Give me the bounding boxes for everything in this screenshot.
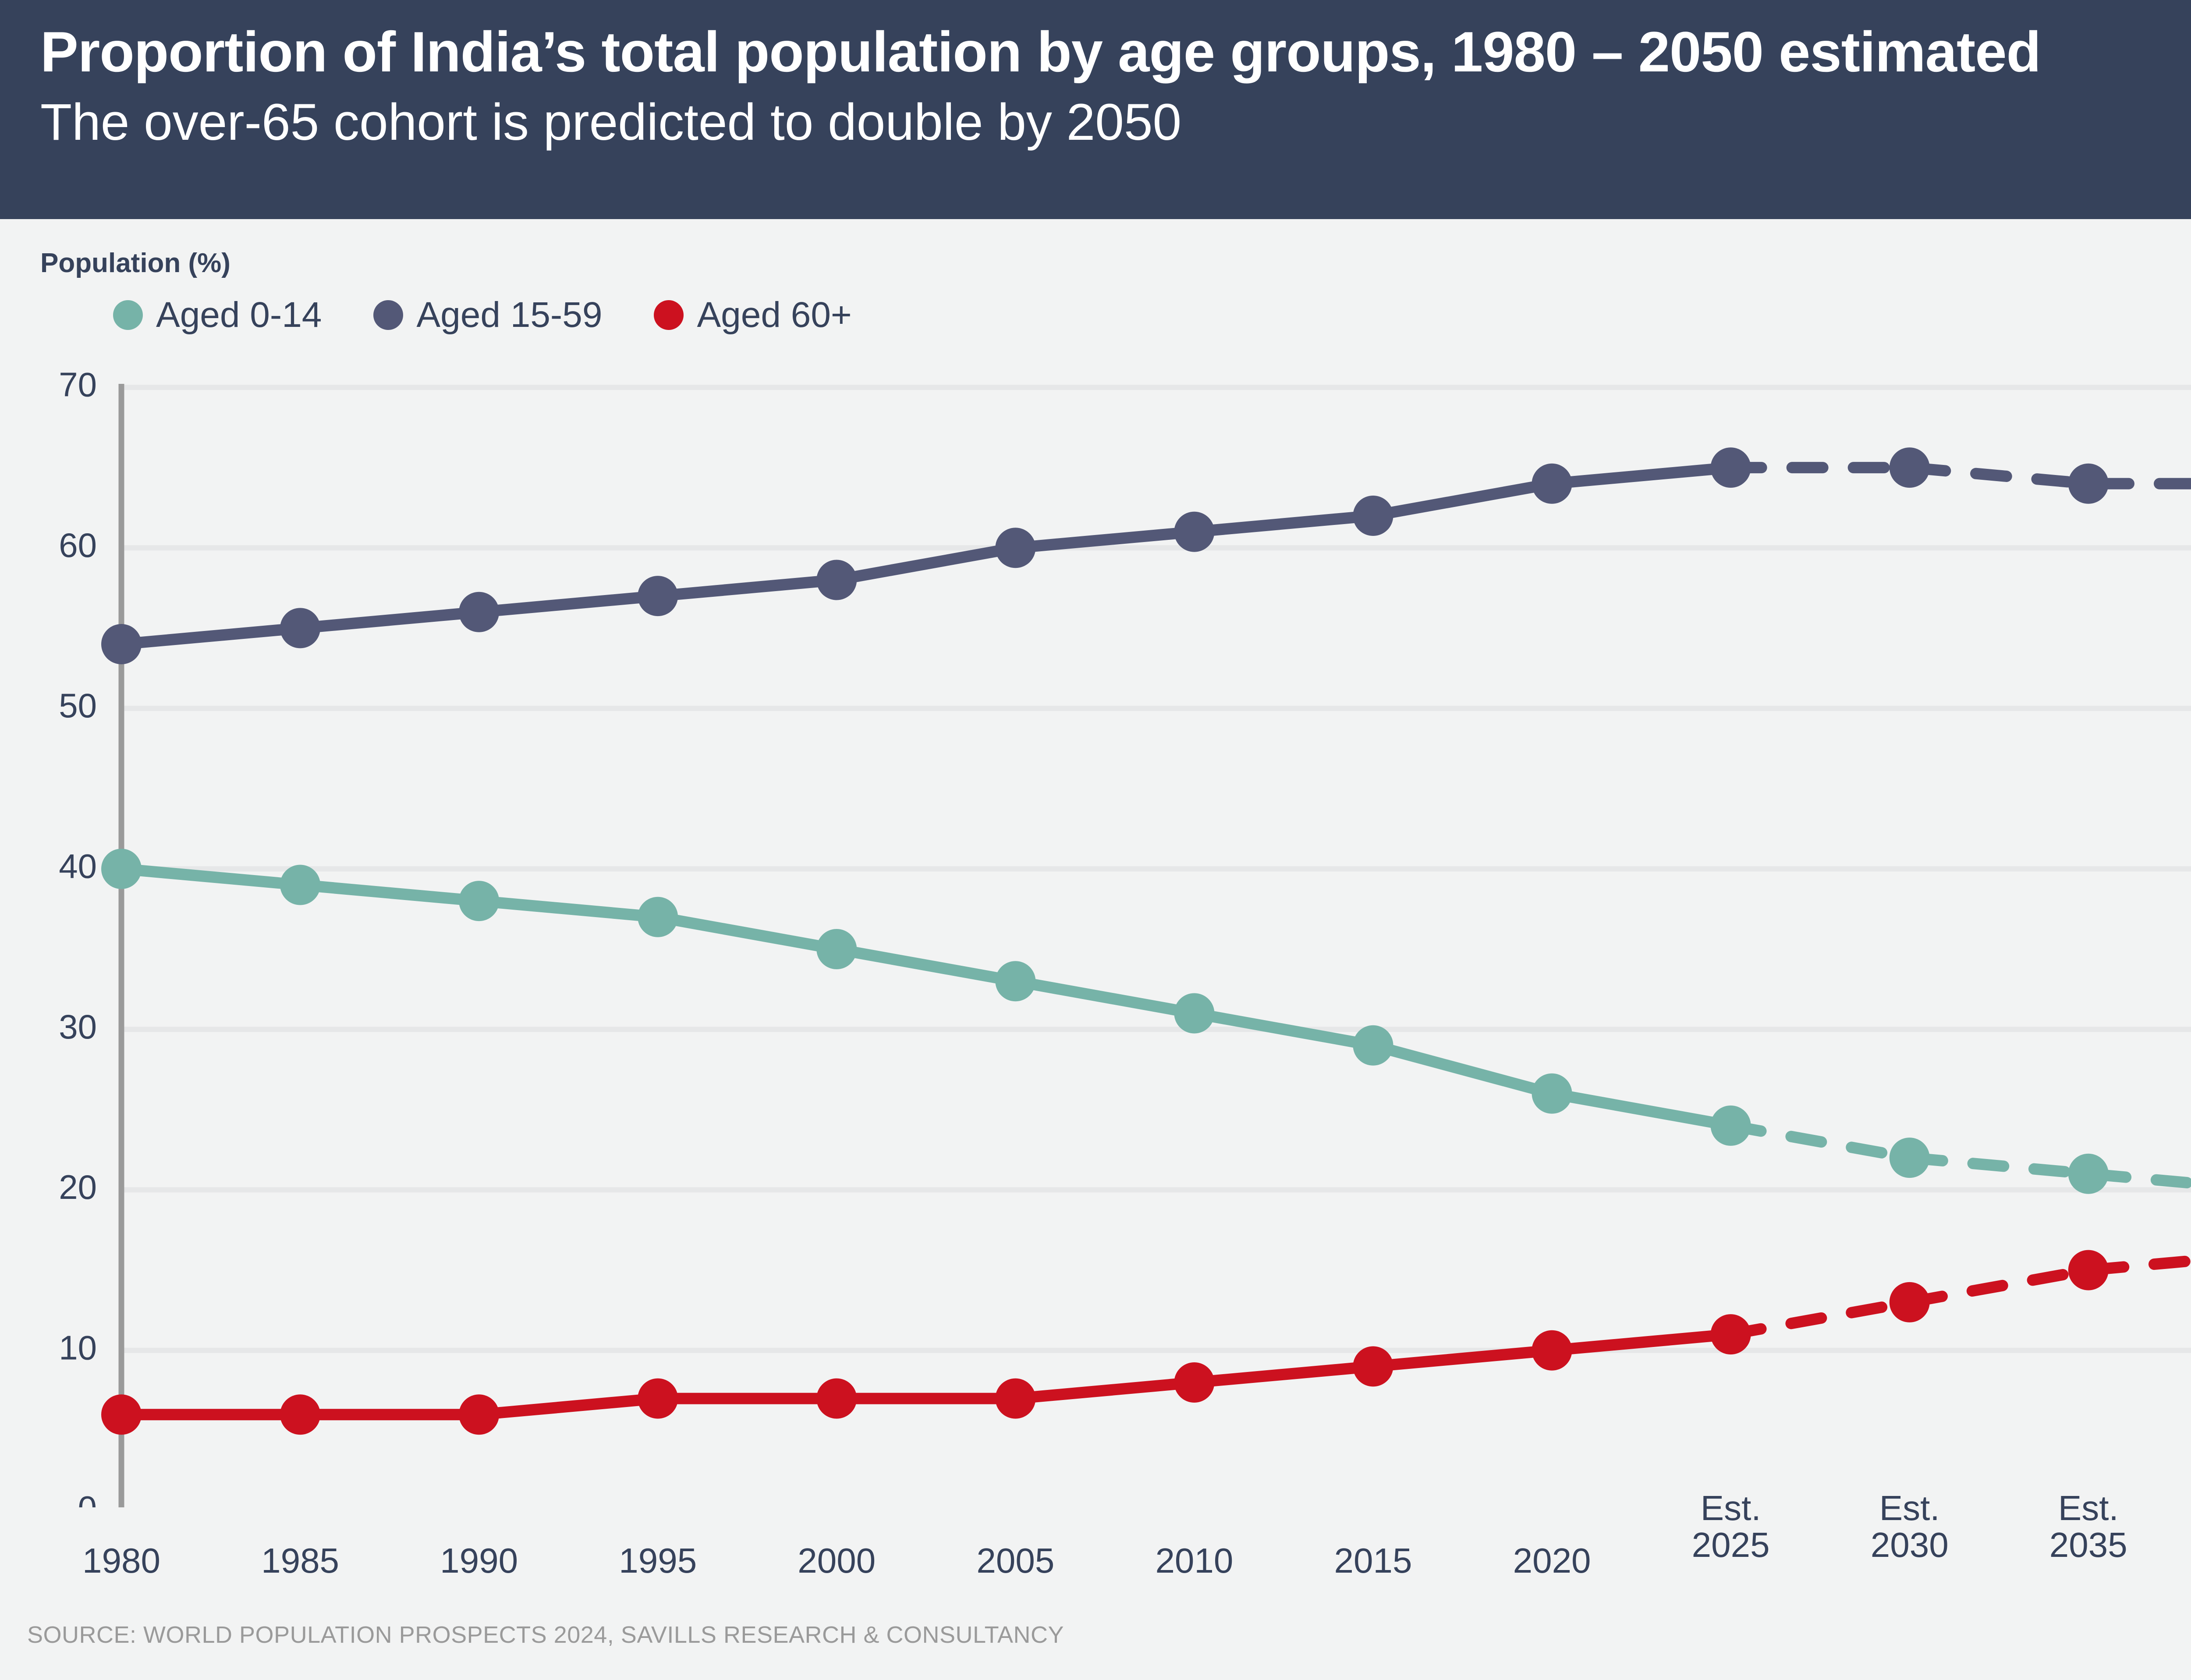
x-axis-year-label: 2010: [1155, 1541, 1234, 1580]
data-point-marker[interactable]: [1710, 1105, 1751, 1146]
series-line-solid: [116, 1329, 1737, 1421]
data-point-marker[interactable]: [101, 624, 142, 665]
x-axis-tick-label: 1980: [82, 1542, 160, 1579]
x-axis-tick-label: 1985: [261, 1542, 339, 1579]
data-point-marker[interactable]: [1889, 1282, 1930, 1322]
data-point-marker[interactable]: [2068, 1153, 2109, 1194]
data-point-marker[interactable]: [1174, 1362, 1215, 1403]
data-point-marker[interactable]: [638, 1378, 678, 1419]
data-point-marker[interactable]: [1174, 993, 1215, 1034]
data-point-marker[interactable]: [816, 1378, 857, 1419]
source-note: SOURCE: WORLD POPULATION PROSPECTS 2024,…: [27, 1622, 1064, 1648]
header-banner: Proportion of India’s total population b…: [0, 0, 2191, 219]
legend-item-label: Aged 60+: [697, 295, 852, 335]
data-point-marker[interactable]: [816, 929, 857, 969]
y-axis-tick-label: 30: [59, 1007, 97, 1046]
x-axis-year-label: 2000: [798, 1541, 876, 1580]
data-point-marker[interactable]: [459, 592, 500, 632]
legend-swatch-icon: [113, 300, 143, 330]
legend-item-label: Aged 0-14: [156, 295, 322, 335]
x-axis-estimate-marker: Est.: [2058, 1489, 2119, 1528]
x-axis-year-label: 2035: [2049, 1525, 2127, 1564]
data-point-marker[interactable]: [459, 1394, 500, 1435]
y-axis-tick-label: 20: [59, 1168, 97, 1206]
x-axis-tick-label: 2000: [798, 1542, 876, 1579]
data-point-marker[interactable]: [280, 608, 321, 649]
x-axis-tick-label: 2005: [976, 1542, 1054, 1579]
data-point-marker[interactable]: [995, 528, 1036, 568]
x-axis-estimate-marker: Est.: [1700, 1489, 1761, 1528]
legend-item-aged-0-14[interactable]: Aged 0-14: [113, 297, 322, 333]
legend-item-aged-15-59[interactable]: Aged 15-59: [373, 297, 602, 333]
legend-swatch-icon: [373, 300, 404, 330]
y-axis-title: Population (%): [40, 248, 230, 278]
x-axis-year-label: 2015: [1334, 1541, 1412, 1580]
data-point-marker[interactable]: [2068, 463, 2109, 504]
data-point-marker[interactable]: [816, 560, 857, 600]
series-line-dashed: [1725, 1255, 2191, 1340]
y-axis-tick-label: 40: [59, 847, 97, 885]
x-axis-tick-label: 2015: [1334, 1542, 1412, 1579]
data-point-marker[interactable]: [1532, 1330, 1572, 1371]
line-chart-svg: 0 10 20 30 40 50 60 70: [59, 365, 2191, 1507]
data-point-marker[interactable]: [638, 897, 678, 937]
x-axis-tick-label: 1995: [619, 1542, 697, 1579]
data-point-marker[interactable]: [2068, 1250, 2109, 1290]
data-point-marker[interactable]: [101, 1394, 142, 1435]
x-axis-year-label: 2025: [1691, 1525, 1770, 1564]
x-axis-year-label: 2020: [1513, 1541, 1591, 1580]
x-axis-tick-label: Est. 2030: [1871, 1490, 1949, 1563]
series-line-dashed: [1725, 462, 2191, 489]
x-axis-year-label: 1980: [82, 1541, 160, 1580]
data-point-marker[interactable]: [638, 576, 678, 617]
page-subtitle: The over-65 cohort is predicted to doubl…: [40, 93, 1182, 152]
x-axis-tick-label: 2020: [1513, 1542, 1591, 1579]
series-line-dashed: [1725, 1120, 2191, 1189]
x-axis-tick-label: Est. 2035: [2049, 1490, 2127, 1563]
data-point-marker[interactable]: [1353, 496, 1393, 536]
data-point-marker[interactable]: [1532, 463, 1572, 504]
x-axis-year-label: 1985: [261, 1541, 340, 1580]
data-point-marker[interactable]: [1889, 447, 1930, 488]
x-axis-tick-label: 2010: [1155, 1542, 1233, 1579]
series-line-solid: [116, 462, 1737, 650]
x-axis-year-label: 2030: [1870, 1525, 1949, 1564]
x-axis-year-label: 1995: [619, 1541, 697, 1580]
legend-swatch-icon: [654, 300, 684, 330]
data-point-marker[interactable]: [1353, 1346, 1393, 1387]
data-point-marker[interactable]: [459, 881, 500, 922]
x-axis-tick-label: Est. 2025: [1692, 1490, 1770, 1563]
y-axis-tick-label: 0: [78, 1489, 97, 1507]
chart-legend: Aged 0-14 Aged 15-59 Aged 60+: [113, 297, 904, 333]
data-point-marker[interactable]: [280, 865, 321, 905]
x-axis-year-label: 2005: [976, 1541, 1055, 1580]
data-point-marker[interactable]: [995, 961, 1036, 1002]
data-point-marker[interactable]: [1710, 447, 1751, 488]
data-point-marker[interactable]: [1174, 511, 1215, 552]
data-point-marker[interactable]: [1889, 1138, 1930, 1178]
data-point-marker[interactable]: [280, 1394, 321, 1435]
x-axis-estimate-marker: Est.: [1879, 1489, 1940, 1528]
page-title: Proportion of India’s total population b…: [40, 20, 2041, 84]
legend-item-label: Aged 15-59: [416, 295, 603, 335]
data-point-marker[interactable]: [1353, 1025, 1393, 1066]
x-axis-year-label: 1990: [440, 1541, 518, 1580]
data-point-marker[interactable]: [101, 848, 142, 889]
chart-plot-area: 0 10 20 30 40 50 60 70: [0, 359, 2191, 1507]
y-axis-tick-label: 60: [59, 526, 97, 564]
legend-item-aged-60[interactable]: Aged 60+: [654, 295, 852, 335]
data-point-marker[interactable]: [1710, 1314, 1751, 1355]
y-axis-tick-label: 50: [59, 686, 97, 725]
x-axis-tick-label: 1990: [440, 1542, 518, 1579]
y-axis-tick-label: 70: [59, 365, 97, 404]
x-axis-labels: 1980 1985 1990 1995 2000 2005 2010 2015 2020 Est.…: [0, 1490, 2191, 1595]
data-point-marker[interactable]: [995, 1378, 1036, 1419]
data-point-marker[interactable]: [1532, 1073, 1572, 1114]
series-line-solid: [116, 863, 1737, 1131]
y-axis-tick-label: 10: [59, 1328, 97, 1367]
